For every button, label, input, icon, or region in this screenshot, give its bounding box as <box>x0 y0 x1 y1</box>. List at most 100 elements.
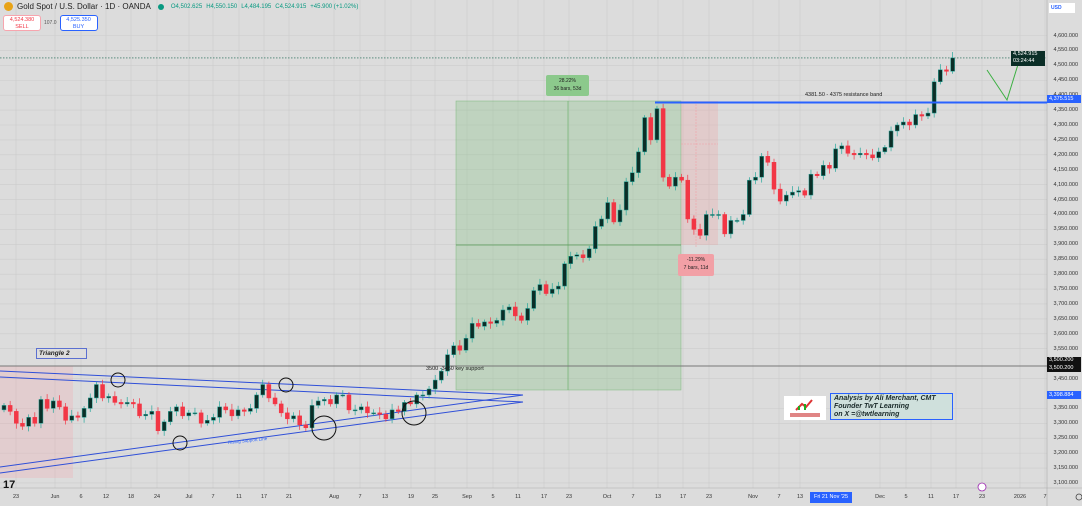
author-credit-box[interactable]: Analysis by Ali Merchant, CMT Founder Tw… <box>830 393 953 420</box>
tradingview-logo[interactable]: 17 <box>3 479 16 491</box>
candle-up <box>821 165 826 176</box>
triangle-trendline <box>0 401 524 474</box>
gain-pct: 28.22% <box>559 78 576 84</box>
candle-down <box>57 400 62 408</box>
candle-down <box>14 411 19 424</box>
candle-up <box>716 214 721 216</box>
candle-up <box>205 420 210 424</box>
candle-up <box>322 399 327 402</box>
candle-up <box>26 417 31 427</box>
time-tick: 24 <box>153 494 161 500</box>
buy-button[interactable]: 4,525.350 BUY <box>59 15 98 31</box>
price-tick: 3,150.000 <box>1053 465 1078 472</box>
time-tick: 17 <box>952 494 960 500</box>
currency-selector[interactable]: USD <box>1049 3 1075 13</box>
candle-down <box>7 405 13 412</box>
candle-up <box>586 248 592 258</box>
candle-down <box>519 315 524 321</box>
candle-up <box>703 214 709 236</box>
price-tick: 3,350.000 <box>1053 405 1078 412</box>
candle-down <box>771 162 777 190</box>
projection-arrow <box>986 57 1021 102</box>
candle-down <box>241 409 247 412</box>
time-tick: Aug <box>329 494 339 500</box>
candle-up <box>882 147 888 153</box>
loss-bars: 7 bars, 11d <box>683 265 709 271</box>
candle-up <box>549 288 555 294</box>
time-tick: 21 <box>285 494 293 500</box>
loss-measure-label: -11.29% 7 bars, 11d <box>678 254 714 276</box>
candle-up <box>894 124 900 132</box>
time-tick: 23 <box>12 494 20 500</box>
time-tick: 7 <box>777 494 781 500</box>
candle-down <box>691 218 697 230</box>
candle-down <box>919 114 925 117</box>
candle-up <box>673 176 678 187</box>
candle-down <box>802 190 808 196</box>
candle-down <box>365 406 370 414</box>
loss-measure-box <box>681 101 718 245</box>
candle-down <box>513 306 518 317</box>
candle-up <box>439 370 444 381</box>
resistance-label: 4381.50 - 4375 resistance band <box>805 92 883 98</box>
candle-up <box>445 354 450 372</box>
candle-down <box>198 412 204 424</box>
candle-up <box>451 345 456 355</box>
credit-line-2: Founder TwT Learning <box>834 403 910 410</box>
candle-up <box>568 256 573 264</box>
market-open-icon <box>157 3 164 10</box>
price-tick: 4,250.000 <box>1053 136 1078 143</box>
candle-up <box>938 69 943 82</box>
time-tick: 6 <box>79 494 83 500</box>
candle-down <box>476 323 481 327</box>
price-tick: 4,600.000 <box>1053 32 1078 39</box>
candle-down <box>285 412 290 420</box>
candle-up <box>149 411 155 415</box>
candle-down <box>278 403 284 414</box>
candle-up <box>168 411 173 423</box>
candle-up <box>124 402 130 405</box>
candle-up <box>808 173 814 196</box>
support-line-badge: 3,500.200 3,500.200 <box>1047 357 1081 372</box>
time-tick: 13 <box>381 494 389 500</box>
candle-down <box>944 69 949 72</box>
time-tick: Oct <box>602 494 612 500</box>
time-tick: 19 <box>407 494 415 500</box>
candle-up <box>593 226 598 250</box>
candle-down <box>845 145 851 154</box>
symbol-title[interactable]: Gold Spot / U.S. Dollar · 1D · OANDA <box>17 2 151 11</box>
credit-line-1: Analysis by Ali Merchant, CMT <box>834 395 936 402</box>
candle-up <box>654 108 660 141</box>
candle-up <box>94 384 99 399</box>
price-tick: 4,200.000 <box>1053 151 1078 158</box>
time-tick: 25 <box>431 494 439 500</box>
candle-up <box>106 396 111 399</box>
candle-up <box>790 191 795 196</box>
candle-up <box>753 176 758 181</box>
candle-up <box>260 384 265 396</box>
candle-down <box>383 414 389 420</box>
touch-point-circle <box>401 400 427 426</box>
sell-button[interactable]: 4,524.380 SELL <box>3 15 41 31</box>
touch-point-circle <box>311 415 337 441</box>
settings-gear-icon[interactable] <box>1075 493 1082 501</box>
candle-up <box>500 309 506 321</box>
candle-up <box>414 394 419 405</box>
candle-up <box>950 57 955 72</box>
candle-up <box>562 263 567 287</box>
candle-up <box>642 117 647 153</box>
triangle-trendline <box>0 394 524 468</box>
price-tick: 3,750.000 <box>1053 286 1078 293</box>
candle-up <box>556 285 561 290</box>
price-tick: 4,550.000 <box>1053 47 1078 54</box>
candle-up <box>51 400 56 409</box>
triangle-trendline <box>0 370 524 396</box>
time-tick: 7 <box>1043 494 1047 500</box>
ohlc-high: H4,550.150 <box>206 3 238 10</box>
candle-up <box>747 179 752 215</box>
candle-down <box>118 402 124 405</box>
gain-measure-box <box>455 100 682 391</box>
candle-up <box>623 181 629 211</box>
ohlc-open: O4,502.625 <box>170 3 203 10</box>
